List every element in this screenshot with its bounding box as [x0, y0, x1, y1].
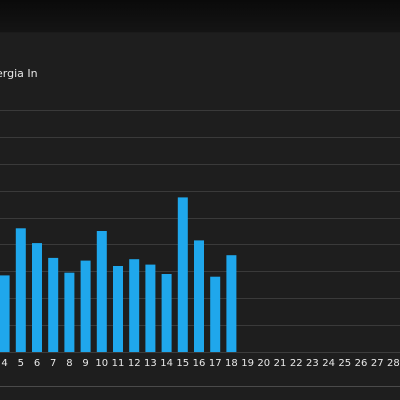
x-tick-label-5: 5	[18, 358, 24, 369]
bar-day-14	[161, 274, 172, 352]
bar-day-9	[80, 260, 91, 352]
x-tick-label-11: 11	[112, 358, 125, 369]
x-tick-label-8: 8	[66, 358, 72, 369]
x-tick-label-12: 12	[128, 358, 141, 369]
x-tick-label-6: 6	[34, 358, 40, 369]
bar-day-17	[210, 276, 221, 352]
x-tick-label-13: 13	[144, 358, 157, 369]
x-tick-label-16: 16	[193, 358, 206, 369]
x-tick-label-23: 23	[306, 358, 319, 369]
x-tick-label-28: 28	[387, 358, 400, 369]
bar-day-15	[177, 197, 188, 352]
chart-bottom-border	[0, 386, 400, 387]
x-tick-label-26: 26	[355, 358, 368, 369]
chart-title: ergia In	[0, 67, 38, 80]
bar-day-12	[129, 259, 140, 352]
x-tick-label-25: 25	[338, 358, 351, 369]
x-tick-label-21: 21	[274, 358, 287, 369]
bar-day-7	[48, 257, 59, 352]
x-tick-label-24: 24	[322, 358, 335, 369]
x-tick-label-15: 15	[176, 358, 189, 369]
x-tick-label-20: 20	[257, 358, 270, 369]
bar-day-6	[32, 243, 42, 352]
x-tick-label-9: 9	[82, 358, 88, 369]
x-tick-label-4: 4	[1, 358, 7, 369]
x-tick-label-7: 7	[50, 358, 56, 369]
x-tick-label-22: 22	[290, 358, 303, 369]
bar-day-10	[96, 231, 107, 352]
x-tick-label-19: 19	[241, 358, 254, 369]
bar-day-11	[113, 266, 123, 352]
top-bar	[0, 0, 400, 32]
bar-day-16	[194, 240, 204, 352]
bar-day-8	[64, 272, 75, 352]
bar-day-5	[15, 228, 26, 352]
x-tick-label-17: 17	[209, 358, 222, 369]
bar-day-18	[226, 255, 237, 352]
x-tick-label-14: 14	[160, 358, 173, 369]
x-tick-label-18: 18	[225, 358, 238, 369]
x-tick-label-27: 27	[371, 358, 384, 369]
bar-day-4	[0, 275, 10, 352]
bar-day-13	[145, 264, 156, 352]
x-tick-label-10: 10	[95, 358, 108, 369]
